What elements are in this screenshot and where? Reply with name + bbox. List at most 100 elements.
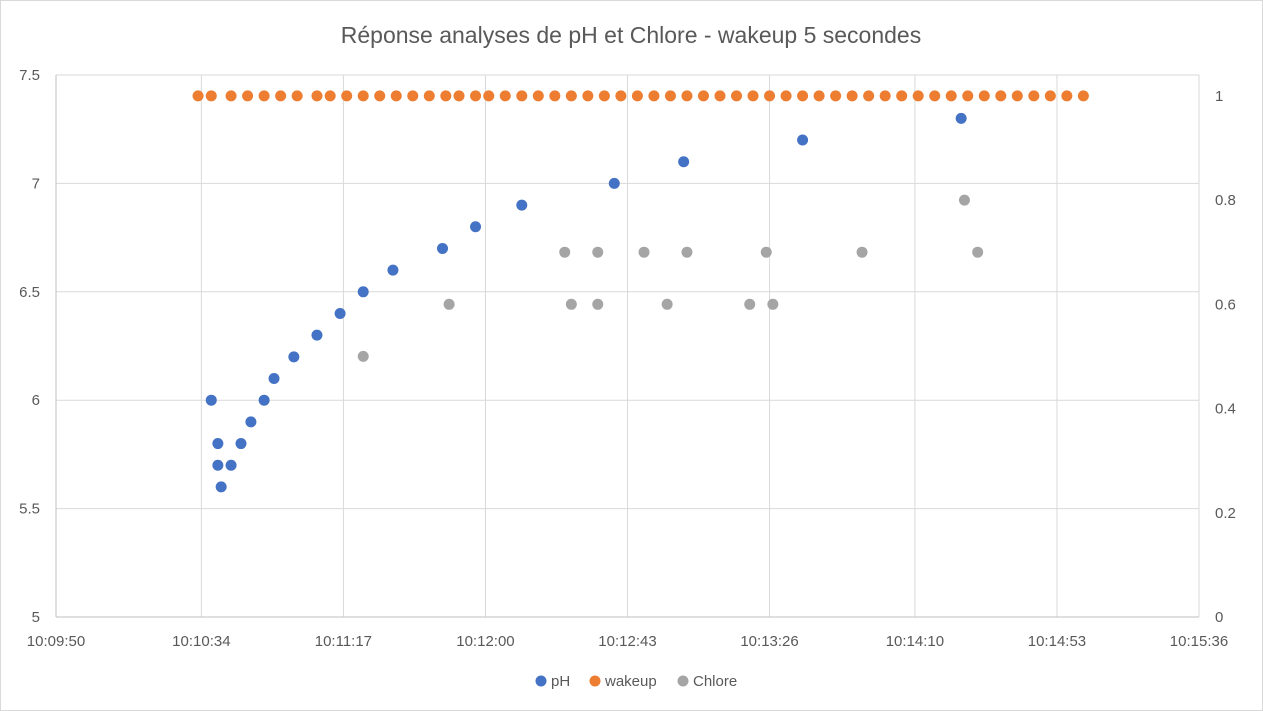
wakeup-point <box>423 90 435 102</box>
wakeup-point <box>390 90 402 102</box>
wakeup-point <box>598 90 610 102</box>
wakeup-point <box>407 90 419 102</box>
x-tick-label: 10:12:43 <box>598 633 656 650</box>
wakeup-point <box>1077 90 1089 102</box>
wakeup-point <box>681 90 693 102</box>
chlore-point <box>565 298 577 310</box>
wakeup-point <box>747 90 759 102</box>
ph-point <box>608 177 620 189</box>
wakeup-point <box>846 90 858 102</box>
wakeup-point <box>532 90 544 102</box>
chlore-point <box>559 246 571 258</box>
chlore-point <box>760 246 772 258</box>
wakeup-point <box>470 90 482 102</box>
wakeup-point <box>731 90 743 102</box>
wakeup-point <box>242 90 254 102</box>
wakeup-point <box>324 90 336 102</box>
legend-marker-chlore <box>677 675 689 687</box>
ph-point <box>357 286 369 298</box>
wakeup-point <box>225 90 237 102</box>
wakeup-point <box>311 90 323 102</box>
chlore-point <box>972 246 984 258</box>
chlore-point <box>592 246 604 258</box>
wakeup-point <box>631 90 643 102</box>
wakeup-point <box>879 90 891 102</box>
chlore-point <box>661 298 673 310</box>
wakeup-point <box>797 90 809 102</box>
x-tick-label: 10:15:36 <box>1170 633 1228 650</box>
wakeup-point <box>565 90 577 102</box>
legend: pH wakeup Chlore <box>535 673 737 690</box>
wakeup-point <box>275 90 287 102</box>
x-tick-label: 10:09:50 <box>27 633 85 650</box>
wakeup-point <box>896 90 908 102</box>
y-right-tick-label: 0.6 <box>1215 296 1236 313</box>
x-tick-label: 10:12:00 <box>456 633 514 650</box>
x-tick-label: 10:14:53 <box>1028 633 1086 650</box>
y-left-tick-label: 5.5 <box>19 501 40 518</box>
chlore-point <box>638 246 650 258</box>
grid <box>56 74 1200 617</box>
y-left-tick-label: 6.5 <box>19 284 40 301</box>
ph-point <box>258 394 270 406</box>
legend-label-ph: pH <box>551 673 570 690</box>
y-left-tick-label: 7.5 <box>19 67 40 84</box>
x-tick-label: 10:14:10 <box>886 633 944 650</box>
x-tick-label: 10:13:26 <box>740 633 798 650</box>
wakeup-point <box>697 90 709 102</box>
wakeup-point <box>291 90 303 102</box>
y-right-tick-label: 0 <box>1215 609 1223 626</box>
chlore-point <box>443 298 455 310</box>
wakeup-point <box>830 90 842 102</box>
chlore-point <box>958 194 970 206</box>
wakeup-point <box>714 90 726 102</box>
chlore-point <box>856 246 868 258</box>
y-right-tick-label: 1 <box>1215 88 1223 105</box>
wakeup-point <box>1011 90 1023 102</box>
wakeup-point <box>1028 90 1040 102</box>
ph-point <box>470 221 482 233</box>
wakeup-point <box>764 90 776 102</box>
wakeup-point <box>453 90 465 102</box>
wakeup-point <box>912 90 924 102</box>
chart-title: Réponse analyses de pH et Chlore - wakeu… <box>341 22 921 48</box>
y-left-tick-label: 6 <box>32 392 40 409</box>
ph-point <box>387 264 399 276</box>
ph-point <box>212 459 224 471</box>
ph-point <box>516 199 528 211</box>
wakeup-point <box>664 90 676 102</box>
wakeup-point <box>780 90 792 102</box>
wakeup-point <box>995 90 1007 102</box>
data-points <box>192 90 1089 493</box>
wakeup-point <box>440 90 452 102</box>
wakeup-point <box>1061 90 1073 102</box>
wakeup-point <box>374 90 386 102</box>
x-tick-label: 10:10:34 <box>172 633 230 650</box>
chlore-point <box>767 298 779 310</box>
y-left-tick-label: 7 <box>32 175 40 192</box>
ph-point <box>311 329 323 341</box>
wakeup-point <box>945 90 957 102</box>
wakeup-point <box>549 90 561 102</box>
ph-point <box>955 112 967 124</box>
wakeup-point <box>516 90 528 102</box>
wakeup-point <box>499 90 511 102</box>
ph-point <box>245 416 257 428</box>
axes <box>55 75 1199 618</box>
chlore-point <box>592 298 604 310</box>
legend-marker-wakeup <box>589 675 601 687</box>
y-right-tick-label: 0.8 <box>1215 192 1236 209</box>
chlore-point <box>357 350 369 362</box>
ph-point <box>678 156 690 168</box>
y-left-tick-label: 5 <box>32 609 40 626</box>
ph-point <box>288 351 300 363</box>
ph-point <box>797 134 809 146</box>
legend-marker-ph <box>535 675 547 687</box>
ph-point <box>235 438 247 450</box>
ph-point <box>212 438 224 450</box>
wakeup-point <box>978 90 990 102</box>
wakeup-point <box>258 90 270 102</box>
ph-point <box>268 373 280 385</box>
ph-point <box>215 481 227 493</box>
